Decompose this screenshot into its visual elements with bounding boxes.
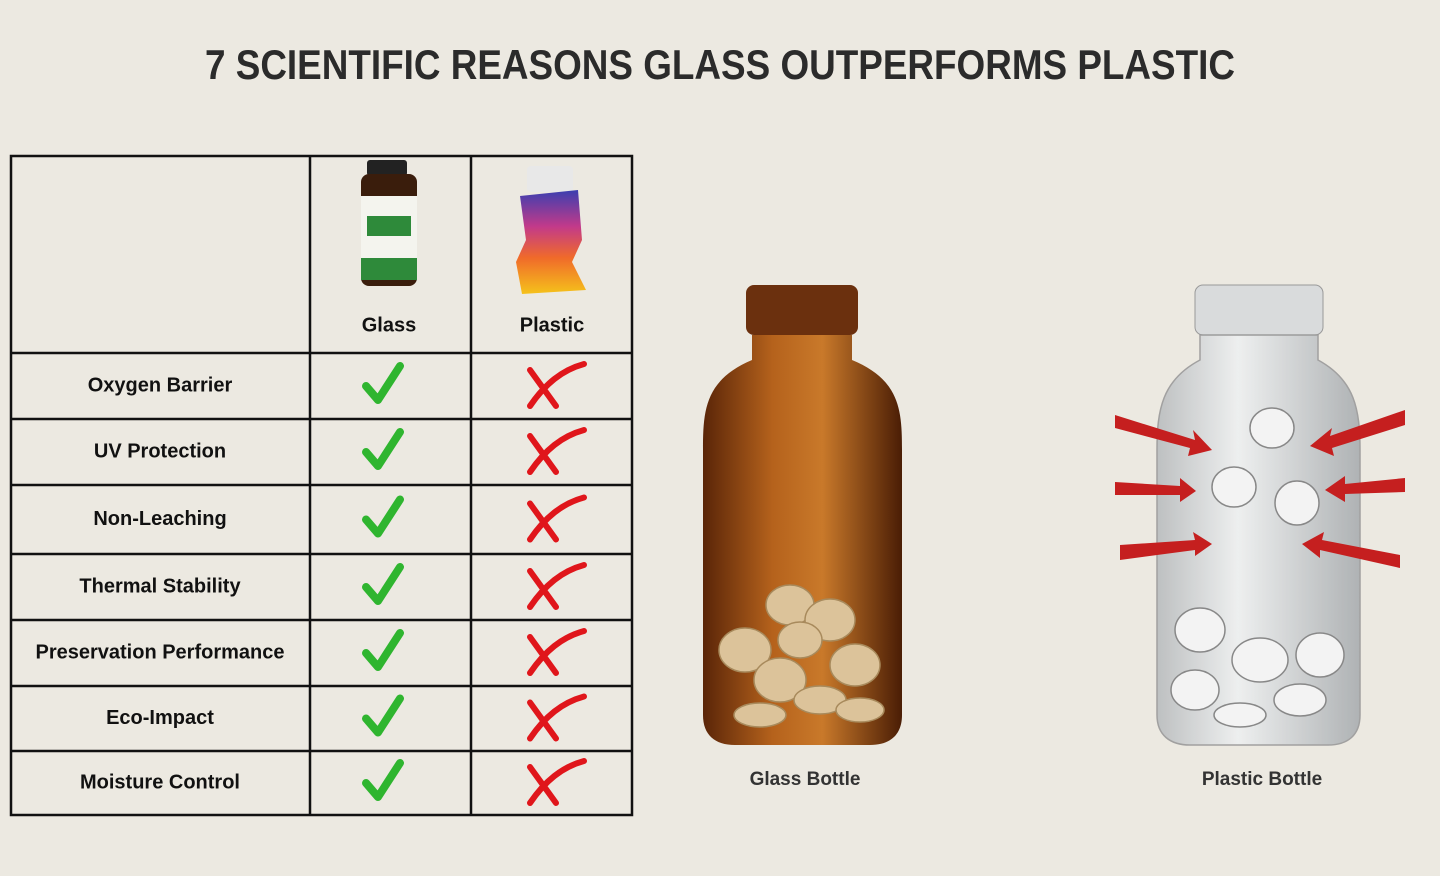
row-label: Preservation Performance bbox=[35, 641, 284, 663]
check-icon bbox=[362, 362, 404, 404]
cross-icon bbox=[527, 693, 587, 742]
check-icon bbox=[362, 495, 404, 538]
cross-icon bbox=[527, 628, 587, 676]
cross-icon bbox=[527, 427, 587, 475]
caption: Plastic Bottle bbox=[1202, 769, 1322, 790]
plastic-product-image bbox=[516, 166, 586, 294]
row-label: Oxygen Barrier bbox=[88, 374, 233, 396]
row-label: Eco-Impact bbox=[106, 707, 214, 729]
comparison-table: Glass Plastic Oxygen Barrier UV Protectio… bbox=[9, 154, 634, 817]
plastic-bottle-illustration: Plastic Bottle bbox=[1115, 284, 1405, 790]
check-icon bbox=[362, 629, 404, 671]
cross-icon bbox=[527, 361, 587, 409]
row-label: UV Protection bbox=[94, 440, 226, 462]
cross-icon bbox=[527, 562, 587, 610]
cross-icon bbox=[527, 494, 587, 543]
check-icon bbox=[362, 694, 404, 737]
row-label: Non-Leaching bbox=[93, 508, 226, 530]
check-icon bbox=[362, 428, 404, 470]
column-header: Glass bbox=[362, 314, 416, 336]
glass-bottle-illustration: Glass Bottle bbox=[703, 285, 902, 790]
check-icon bbox=[362, 759, 404, 801]
column-header: Plastic bbox=[520, 314, 584, 336]
glass-product-image bbox=[361, 160, 417, 286]
title: 7 SCIENTIFIC REASONS GLASS OUTPERFORMS P… bbox=[205, 41, 1235, 88]
cross-icon bbox=[527, 758, 587, 806]
caption: Glass Bottle bbox=[750, 769, 861, 790]
row-label: Thermal Stability bbox=[79, 575, 241, 597]
check-icon bbox=[362, 563, 404, 605]
row-label: Moisture Control bbox=[80, 771, 240, 793]
